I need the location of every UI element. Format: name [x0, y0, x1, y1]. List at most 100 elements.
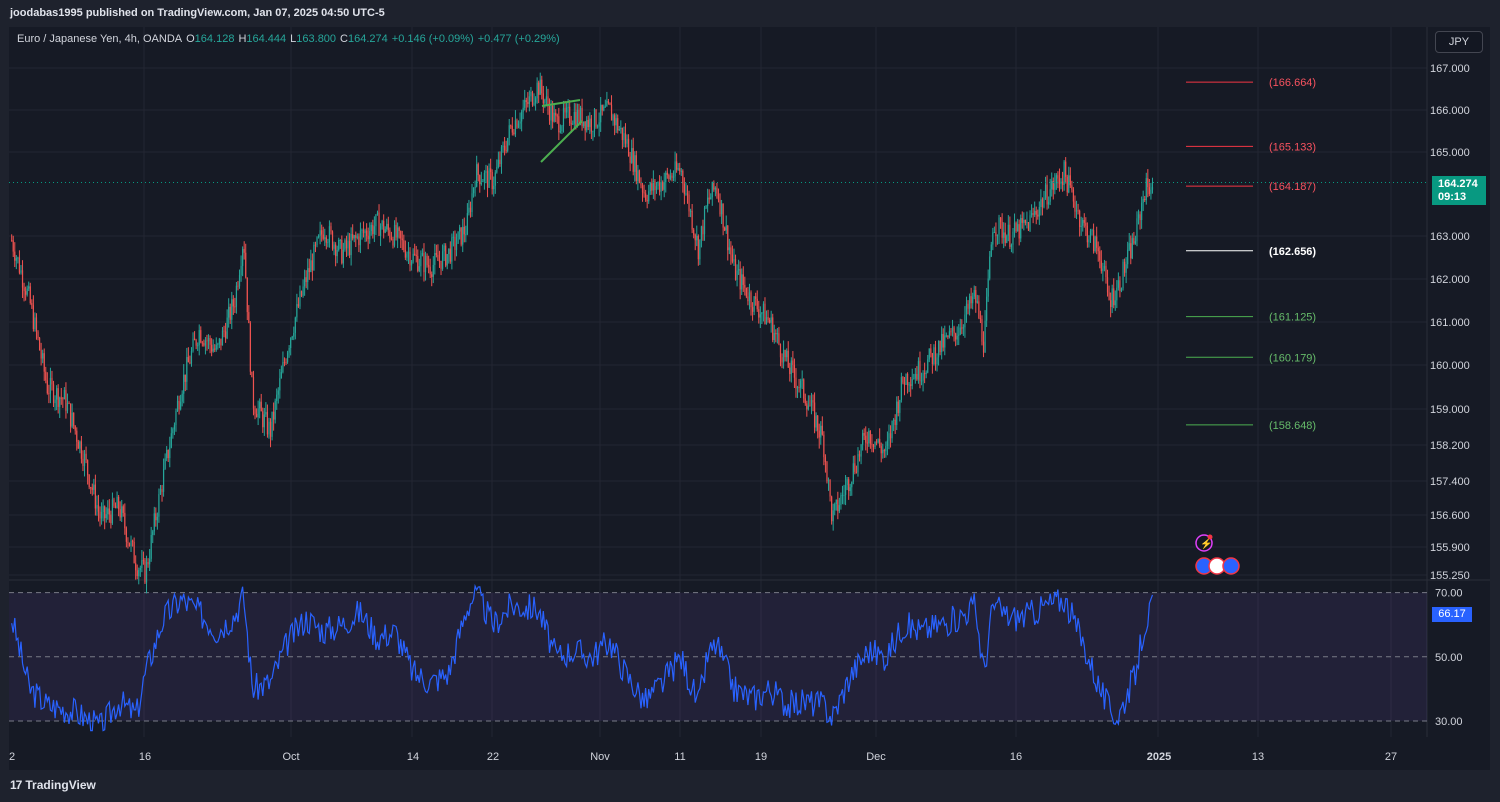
candle-body-609: [955, 333, 957, 340]
candle-body-242: [386, 223, 388, 230]
candle-body-634: [993, 232, 995, 234]
event-alert-dot: [1207, 534, 1213, 540]
price-tick-1: 166.000: [1430, 105, 1470, 117]
candle-body-86: [144, 560, 146, 583]
candle-body-379: [598, 122, 600, 127]
candle-body-334: [528, 96, 530, 105]
candle-body-588: [922, 373, 924, 381]
candle-body-559: [877, 439, 879, 443]
candle-body-12: [29, 286, 31, 304]
candle-body-669: [1048, 201, 1050, 205]
candle-body-178: [286, 352, 289, 363]
price-chart[interactable]: (166.664) (165.133) (164.187) (162.656) (161…: [9, 27, 1490, 770]
candle-body-2: [14, 251, 16, 261]
candle-body-696: [1089, 230, 1092, 240]
candle-body-244: [389, 230, 391, 239]
candle-body-532: [835, 499, 837, 505]
candle-body-709: [1110, 300, 1112, 308]
candle-body-218: [348, 240, 351, 256]
candle-body-414: [652, 180, 654, 191]
candle-body-521: [818, 430, 820, 438]
candle-body-248: [395, 224, 397, 238]
candle-body-706: [1105, 265, 1107, 278]
candle-body-209: [335, 244, 337, 257]
candle-body-601: [942, 334, 944, 348]
candle-body-339: [536, 82, 538, 99]
candle-body-225: [359, 230, 362, 246]
candle-body-433: [682, 170, 684, 184]
candle-body-214: [342, 249, 344, 264]
candle-body-378: [596, 126, 599, 128]
candle-body-228: [364, 230, 366, 234]
candle-body-596: [934, 347, 937, 365]
candle-body-284: [451, 237, 453, 262]
candle-body-160: [259, 401, 261, 409]
candle-body-599: [939, 340, 941, 353]
candle-body-569: [893, 419, 895, 421]
candle-body-413: [651, 183, 653, 191]
candle-body-484: [761, 312, 763, 315]
candle-body-491: [772, 317, 774, 341]
candle-body-142: [231, 299, 233, 320]
candle-body-489: [769, 319, 771, 323]
candle-body-87: [145, 561, 148, 583]
candle-body-376: [593, 109, 596, 132]
candle-body-416: [655, 186, 658, 191]
candle-body-117: [192, 338, 194, 352]
candle-body-715: [1119, 280, 1121, 292]
price-tick-4: 162.000: [1430, 274, 1470, 286]
candle-body-38: [69, 403, 72, 427]
candle-body-663: [1038, 206, 1040, 217]
candle-body-285: [452, 236, 455, 238]
candle-body-66: [113, 499, 115, 506]
candle-body-205: [328, 226, 331, 243]
candle-body-361: [570, 123, 572, 125]
currency-button[interactable]: JPY: [1435, 31, 1483, 53]
time-tick-0: 2: [9, 751, 15, 763]
candle-body-427: [672, 176, 675, 178]
footer-brand[interactable]: 17 TradingView: [10, 778, 96, 792]
candle-body-657: [1029, 215, 1031, 231]
candle-body-141: [229, 306, 231, 320]
symbol-name[interactable]: Euro / Japanese Yen, 4h, OANDA: [17, 33, 183, 45]
candle-body-259: [412, 253, 414, 262]
candle-body-204: [327, 242, 329, 244]
candle-body-600: [941, 334, 943, 353]
candle-body-565: [886, 440, 889, 446]
candle-body-700: [1096, 236, 1098, 248]
candle-body-293: [465, 234, 467, 236]
candle-body-664: [1040, 199, 1042, 207]
candle-body-138: [224, 331, 227, 339]
candle-body-576: [903, 382, 906, 385]
candle-body-312: [494, 172, 496, 186]
price-tick-7: 159.000: [1430, 404, 1470, 416]
candle-body-408: [643, 192, 645, 194]
candle-body-632: [990, 244, 992, 257]
candle-body-688: [1077, 210, 1079, 212]
tradingview-logo-icon: 17: [10, 778, 22, 792]
candle-body-593: [930, 348, 932, 354]
candle-body-393: [620, 127, 622, 130]
candle-body-340: [538, 82, 540, 95]
chart-panel[interactable]: (166.664) (165.133) (164.187) (162.656) (161…: [9, 27, 1490, 770]
candle-body-440: [693, 229, 695, 235]
lightning-event-icon[interactable]: [1195, 534, 1213, 552]
wedge-upper-line[interactable]: [541, 99, 581, 107]
candle-body-694: [1086, 225, 1088, 243]
candle-body-628: [984, 320, 986, 353]
candle-body-3: [15, 258, 17, 261]
candle-body-18: [38, 337, 41, 351]
change-value: +0.146 (+0.09%): [391, 33, 474, 45]
candle-body-587: [920, 380, 923, 382]
candle-body-629: [986, 296, 988, 321]
candle-body-134: [218, 338, 220, 344]
candle-body-438: [689, 210, 692, 212]
candle-body-32: [60, 397, 62, 399]
wedge-lower-line[interactable]: [540, 120, 583, 163]
candle-body-486: [764, 303, 766, 325]
candle-body-705: [1103, 265, 1106, 269]
candle-body-147: [238, 275, 241, 287]
candle-body-441: [694, 234, 696, 241]
economic-event-icon-2[interactable]: [1222, 557, 1240, 575]
candle-body-286: [454, 236, 456, 251]
